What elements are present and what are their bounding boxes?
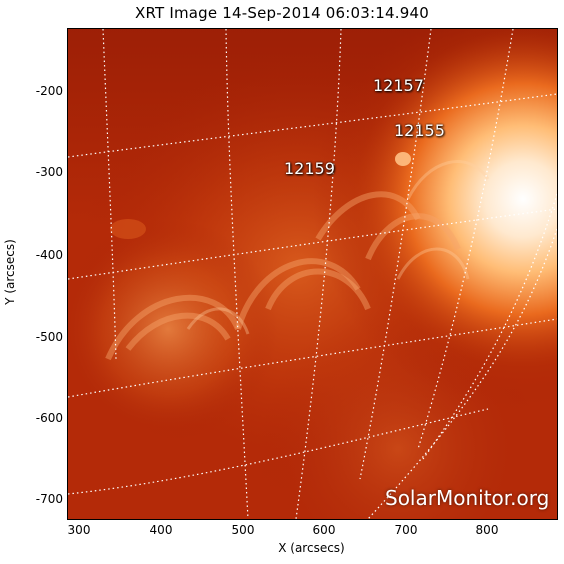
y-axis-ticks: -200 -300 -400 -500 -600 -700 <box>0 0 63 564</box>
active-region-label: 12159 <box>284 159 335 178</box>
x-tick-label: 400 <box>149 523 173 537</box>
x-axis-ticks: 300 400 500 600 700 800 <box>0 523 564 539</box>
y-tick-label: -700 <box>35 492 63 506</box>
x-tick-label: 600 <box>312 523 336 537</box>
coronal-loops <box>105 191 461 361</box>
y-tick-label: -600 <box>35 411 63 425</box>
y-tick-label: -400 <box>35 248 63 262</box>
x-axis-label: X (arcsecs) <box>278 541 345 555</box>
y-axis-label: Y (arcsecs) <box>3 239 17 305</box>
active-region-label: 12155 <box>394 121 445 140</box>
y-tick-label: -500 <box>35 330 63 344</box>
plot-title: XRT Image 14-Sep-2014 06:03:14.940 <box>135 4 429 22</box>
x-tick-label: 300 <box>67 523 91 537</box>
solar-image-panel <box>67 28 558 520</box>
heliographic-grid <box>68 29 557 519</box>
x-tick-label: 800 <box>475 523 499 537</box>
x-tick-label: 500 <box>231 523 255 537</box>
y-tick-label: -300 <box>35 165 63 179</box>
solar-image <box>68 29 557 519</box>
x-tick-label: 700 <box>394 523 418 537</box>
active-region-label: 12157 <box>373 76 424 95</box>
y-tick-label: -200 <box>35 84 63 98</box>
watermark: SolarMonitor.org <box>385 486 550 510</box>
